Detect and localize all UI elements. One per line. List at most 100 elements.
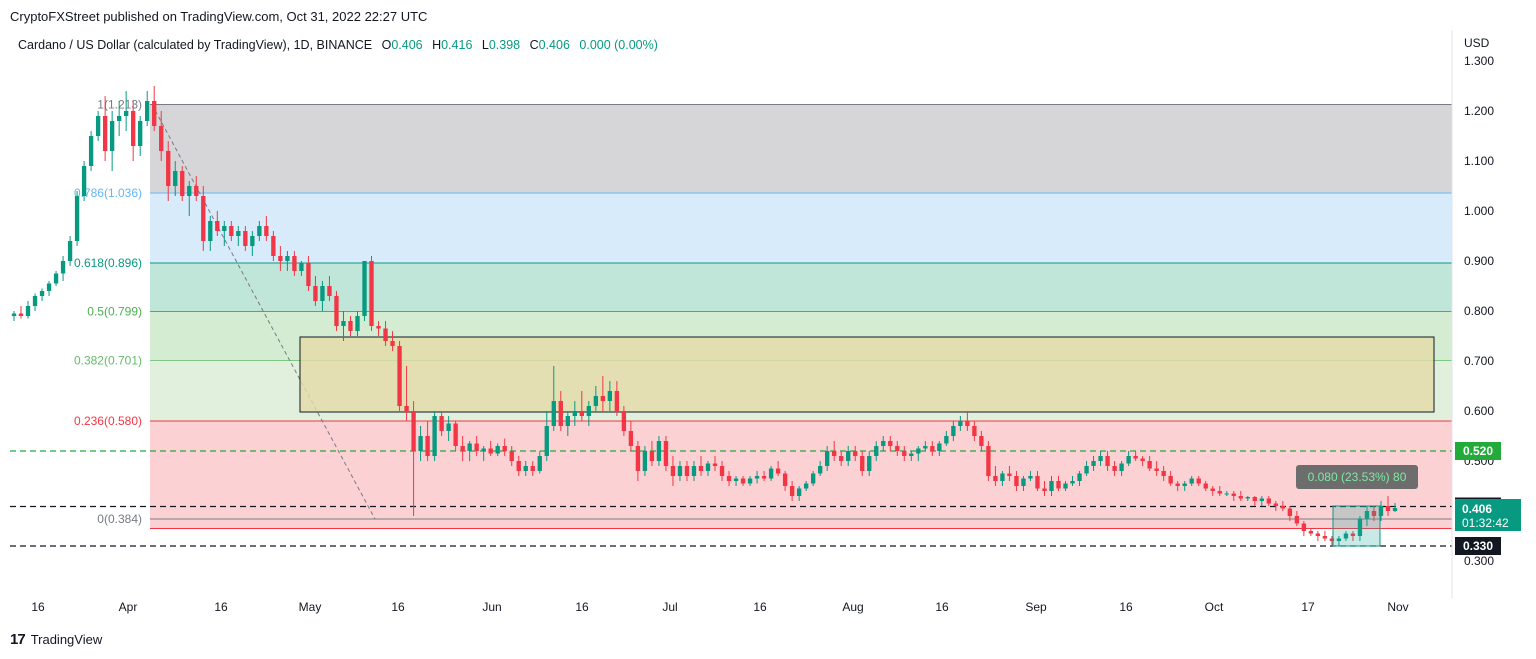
fib-band-5 <box>150 421 1452 519</box>
tag-0520-bg <box>1455 442 1501 460</box>
candle-body <box>551 401 556 426</box>
candle-body <box>958 421 963 426</box>
footer-brand[interactable]: 17 TradingView <box>10 631 102 648</box>
fib-band-1 <box>150 193 1452 263</box>
x-tick-label: Oct <box>1205 600 1224 614</box>
tag-0330-bg <box>1455 537 1501 555</box>
candle-body <box>194 186 199 196</box>
candle-body <box>1259 498 1264 501</box>
tradingview-logo-icon: 17 <box>10 631 26 648</box>
current-price-bg <box>1455 499 1521 531</box>
candle-body <box>1203 483 1208 489</box>
candle-body <box>236 231 241 236</box>
candle-body <box>691 466 697 476</box>
candle-body <box>1252 497 1257 501</box>
candle-body <box>867 456 872 471</box>
candle-body <box>1175 483 1180 486</box>
x-tick-label: Nov <box>1387 600 1408 614</box>
candle-body <box>355 316 360 331</box>
candle-body <box>264 226 269 236</box>
candle-body <box>320 286 325 301</box>
candle-body <box>979 436 984 446</box>
y-tick-label: 1.000 <box>1464 204 1494 218</box>
candle-body <box>1042 488 1047 491</box>
candle-body <box>243 231 248 246</box>
candle-body <box>250 236 255 246</box>
tag-0330: 0.330 <box>1463 539 1493 553</box>
measure-box[interactable] <box>1332 505 1381 547</box>
low-value: 0.398 <box>488 38 521 52</box>
candle-body <box>895 446 900 451</box>
candle-body <box>257 226 262 236</box>
candle-body <box>670 466 676 476</box>
candle-body <box>1182 483 1187 486</box>
open-value: 0.406 <box>391 38 423 52</box>
close-label: C <box>529 38 539 52</box>
high-value: 0.416 <box>441 38 473 52</box>
candle-body <box>1056 481 1061 489</box>
candle-body <box>1273 503 1279 506</box>
candle-body <box>726 476 732 481</box>
candle-body <box>565 416 570 426</box>
candle-body <box>1168 476 1173 484</box>
candle-body <box>1357 518 1363 536</box>
high-label: H <box>432 38 442 52</box>
x-tick-label: 17 <box>1301 600 1315 614</box>
candle-body <box>1392 508 1398 511</box>
candle-body <box>1091 461 1096 466</box>
candle-body <box>1231 493 1236 496</box>
candle-body <box>306 263 311 286</box>
candle-body <box>39 291 45 296</box>
fib-label-4: 0.382(0.701) <box>74 354 142 368</box>
candle-body <box>1021 478 1026 486</box>
candle-body <box>166 151 171 186</box>
candle-body <box>25 306 31 316</box>
candle-body <box>1238 496 1243 499</box>
candle-body <box>740 478 746 484</box>
candle-body <box>698 466 704 471</box>
candle-body <box>572 411 577 416</box>
candle-body <box>18 313 24 316</box>
candle-body <box>404 406 409 411</box>
candle-body <box>397 346 402 406</box>
candle-body <box>495 446 500 454</box>
candle-body <box>152 101 157 126</box>
candle-body <box>1189 478 1194 484</box>
candle-body <box>817 466 823 474</box>
y-tick-label: 1.300 <box>1464 54 1494 68</box>
candle-body <box>1266 498 1271 504</box>
candle-body <box>733 478 739 481</box>
candle-body <box>11 313 17 316</box>
candle-body <box>1098 456 1103 461</box>
candle-body <box>544 426 549 456</box>
candle-body <box>1210 488 1215 491</box>
low-label: L <box>481 38 489 52</box>
x-tick-label: Sep <box>1025 600 1047 614</box>
close-value: 0.406 <box>538 38 570 52</box>
candle-body <box>537 456 542 471</box>
y-tick-label: 0.300 <box>1464 554 1494 568</box>
candle-body <box>656 441 662 461</box>
candle-body <box>1343 533 1349 539</box>
candle-body <box>215 221 220 231</box>
candle-body <box>628 431 634 446</box>
candle-body <box>481 448 486 451</box>
fib-trend-line <box>151 104 376 520</box>
supply-zone[interactable] <box>299 336 1435 413</box>
candle-body <box>383 328 388 341</box>
candle-body <box>789 486 795 496</box>
candle-body <box>390 341 395 346</box>
open-label: O <box>381 38 392 52</box>
candle-body <box>411 411 416 451</box>
candle-body <box>1280 506 1286 509</box>
countdown-label: 01:32:42 <box>1462 516 1509 530</box>
symbol-title[interactable]: Cardano / US Dollar (calculated by Tradi… <box>18 38 373 52</box>
y-tick-label: 0.700 <box>1464 354 1494 368</box>
measure-label-bg <box>1296 465 1418 489</box>
candle-body <box>986 446 991 476</box>
candle-body <box>712 463 718 466</box>
candle-body <box>222 226 227 231</box>
candle-body <box>888 441 893 446</box>
publisher-line: CryptoFXStreet published on TradingView.… <box>10 9 428 24</box>
